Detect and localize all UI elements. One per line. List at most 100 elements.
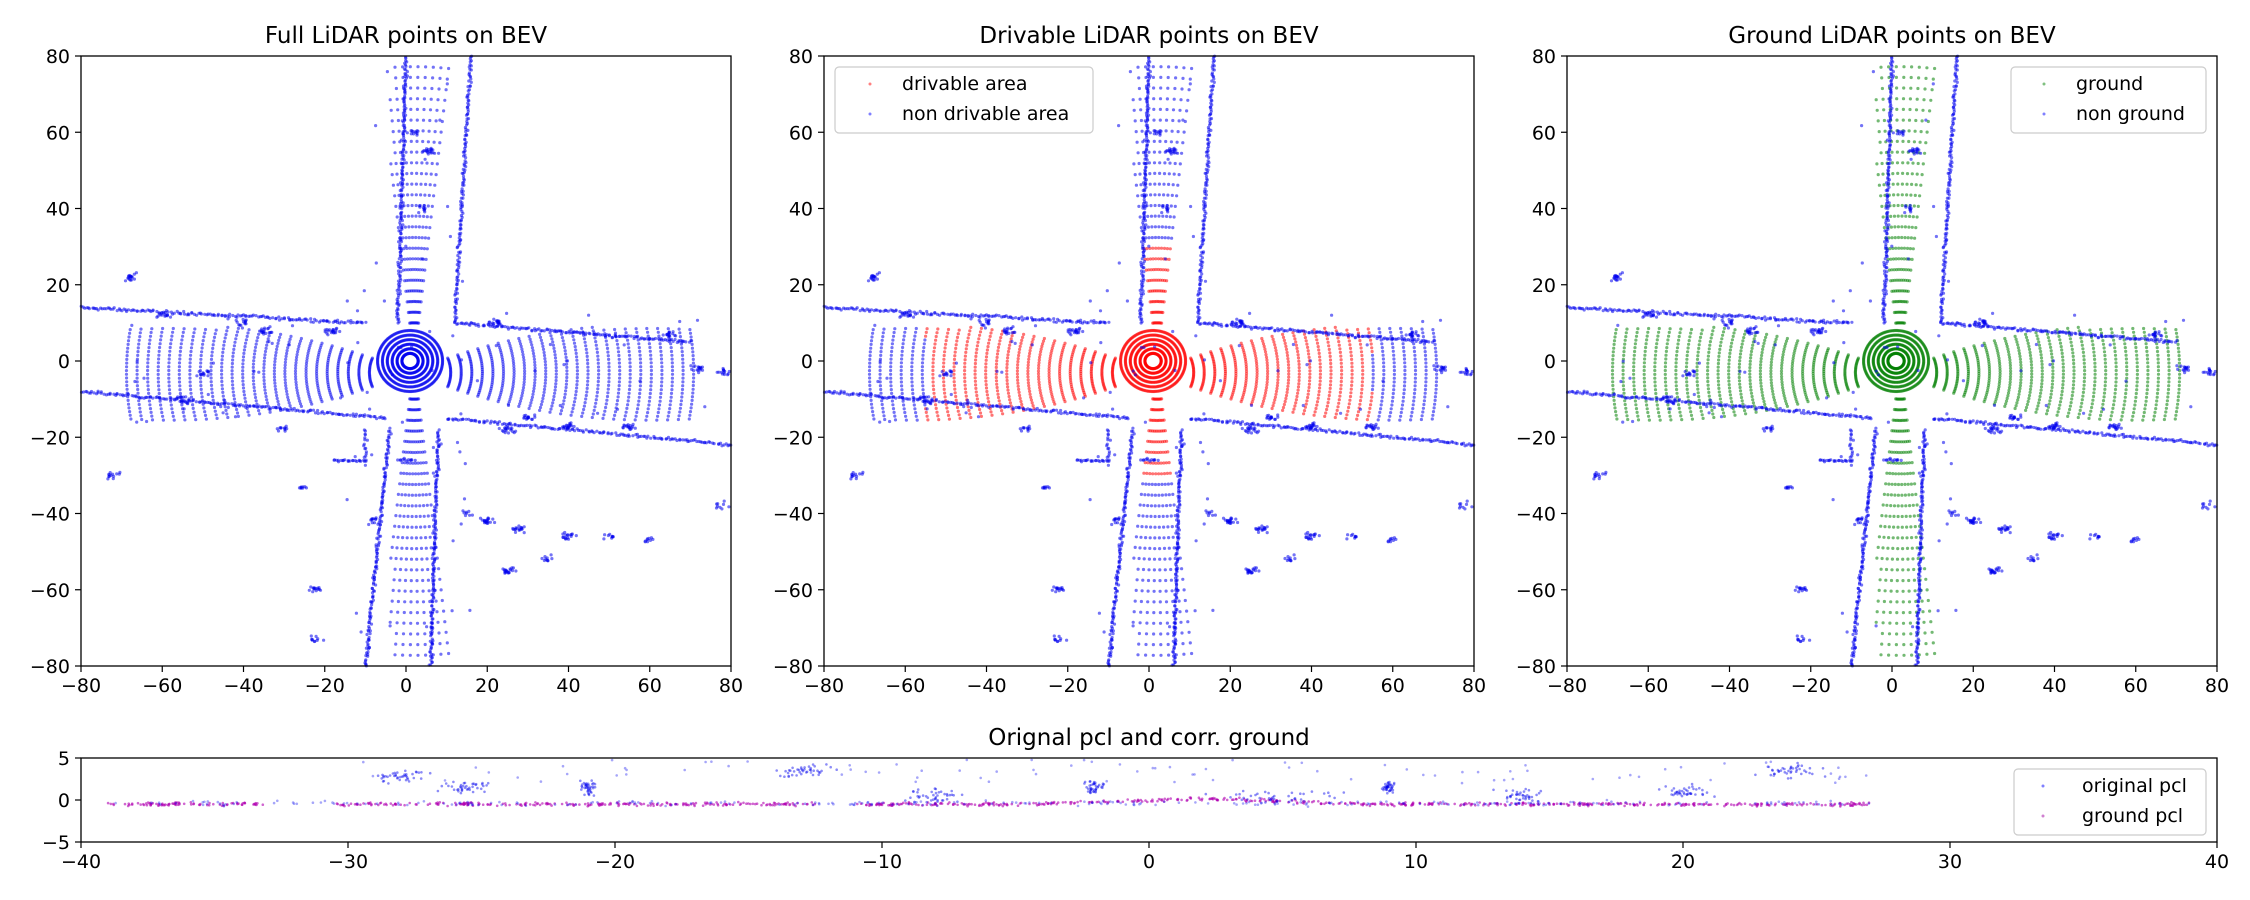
scatter-point	[179, 398, 183, 402]
scatter-point	[586, 365, 590, 369]
scatter-point	[477, 324, 481, 328]
scatter-point	[519, 396, 523, 400]
scatter-point	[353, 455, 357, 459]
scatter-point	[501, 372, 506, 376]
scatter-point	[575, 369, 580, 373]
scatter-point	[393, 653, 397, 657]
scatter-point	[289, 334, 293, 338]
scatter-point	[565, 375, 569, 380]
scatter-point	[562, 342, 566, 346]
scatter-point	[402, 621, 406, 625]
scatter-point	[179, 312, 183, 316]
scatter-point	[407, 493, 411, 497]
scatter-point	[543, 363, 548, 367]
scatter-point	[530, 346, 535, 350]
scatter-point	[192, 410, 196, 414]
scatter-point	[142, 376, 146, 380]
scatter-point	[178, 388, 182, 392]
scatter-point	[433, 546, 437, 550]
scatter-point	[690, 395, 695, 399]
scatter-point	[528, 404, 532, 408]
scatter-point	[244, 314, 248, 318]
scatter-point	[405, 300, 409, 304]
scatter-point	[416, 472, 421, 476]
scatter-point	[669, 399, 673, 403]
scatter-point	[423, 236, 427, 240]
scatter-point	[304, 379, 309, 384]
scatter-point	[315, 381, 319, 385]
scatter-point	[234, 337, 238, 341]
scatter-point	[253, 345, 258, 349]
scatter-point	[232, 347, 236, 351]
x-tick-label: −40	[223, 675, 263, 697]
scatter-point	[270, 341, 274, 345]
scatter-point	[428, 118, 432, 123]
scatter-point	[413, 458, 417, 462]
scatter-point	[541, 347, 546, 351]
scatter-point	[193, 414, 197, 418]
scatter-point	[594, 401, 598, 405]
scatter-point	[660, 437, 664, 441]
scatter-point	[206, 370, 210, 374]
scatter-point	[444, 88, 448, 92]
scatter-point	[157, 388, 161, 392]
scatter-point	[592, 408, 596, 412]
scatter-point	[595, 429, 599, 433]
scatter-point	[220, 365, 224, 369]
scatter-point	[251, 372, 255, 376]
scatter-point	[618, 376, 622, 380]
scatter-point	[434, 532, 438, 537]
scatter-point	[669, 346, 673, 350]
scatter-point	[295, 388, 299, 392]
scatter-point	[627, 353, 632, 357]
scatter-point	[680, 391, 684, 395]
scatter-point	[178, 349, 182, 353]
scatter-point	[216, 312, 220, 316]
scatter-point	[398, 458, 402, 462]
scatter-point	[162, 312, 166, 316]
scatter-point	[605, 398, 609, 402]
scatter-point	[410, 203, 414, 208]
scatter-point	[606, 350, 610, 354]
scatter-point	[514, 526, 518, 530]
scatter-point	[275, 406, 279, 410]
scatter-point	[273, 381, 277, 385]
scatter-point	[486, 344, 490, 348]
scatter-point	[212, 405, 217, 410]
scatter-point	[315, 374, 319, 378]
scatter-point	[191, 338, 195, 342]
scatter-point	[410, 182, 414, 186]
scatter-point	[429, 503, 433, 507]
scatter-point	[310, 402, 314, 406]
scatter-point	[467, 92, 471, 96]
scatter-point	[235, 330, 240, 334]
scatter-point	[407, 482, 411, 486]
scatter-point	[532, 357, 537, 361]
scatter-point	[226, 415, 230, 420]
scatter-point	[509, 395, 513, 399]
scatter-point	[252, 359, 256, 363]
scatter-point	[602, 430, 606, 434]
scatter-point	[695, 368, 699, 372]
scatter-point	[410, 225, 414, 229]
scatter-point	[422, 471, 426, 475]
scatter-point	[397, 589, 401, 593]
scatter-point	[617, 384, 621, 388]
scatter-point	[594, 343, 598, 347]
scatter-point	[283, 381, 287, 385]
scatter-point	[365, 438, 369, 442]
scatter-point	[315, 360, 319, 364]
scatter-point	[438, 118, 442, 122]
scatter-points	[822, 54, 1476, 668]
scatter-point	[203, 331, 207, 335]
scatter-point	[439, 588, 443, 592]
scatter-point	[285, 349, 289, 353]
x-tick-label: 20	[475, 675, 499, 697]
scatter-point	[355, 320, 360, 324]
scatter-point	[241, 369, 245, 373]
scatter-point	[213, 409, 217, 413]
scatter-point	[254, 399, 258, 403]
scatter-point	[230, 365, 234, 369]
scatter-point	[160, 330, 164, 334]
